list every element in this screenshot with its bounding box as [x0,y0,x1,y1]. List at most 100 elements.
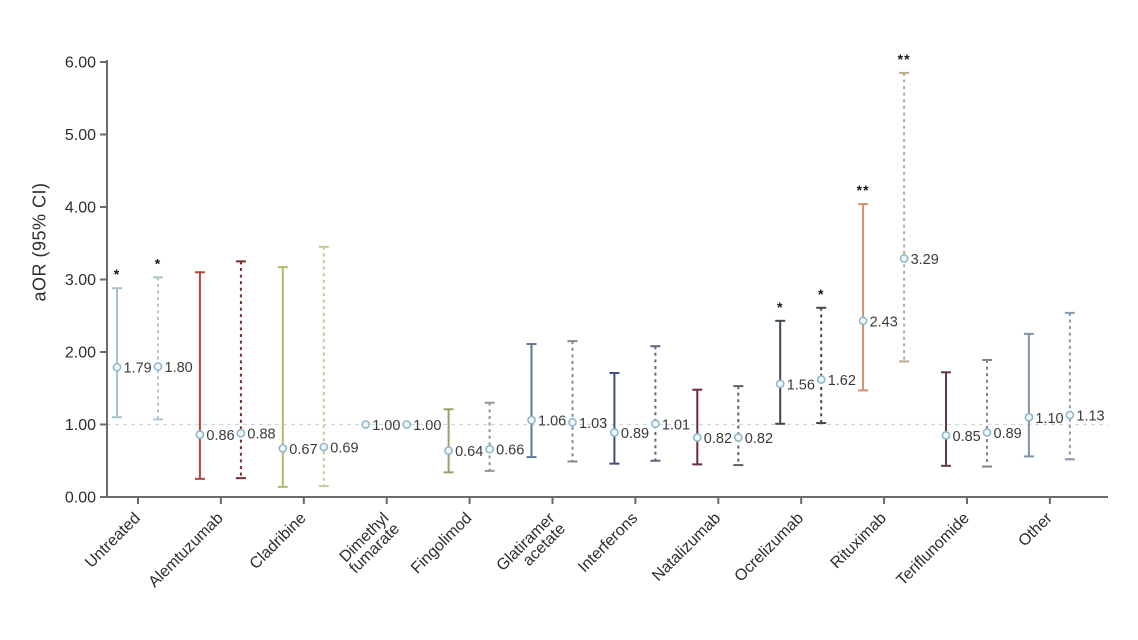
value-label: 0.67 [289,442,317,458]
errorbar-other-dashed: 1.13 [1064,311,1105,461]
point-marker [982,428,992,437]
point-marker [112,362,122,372]
value-label: 0.89 [994,426,1022,442]
value-label: 1.13 [1076,409,1104,425]
y-tick-label: 5.00 [65,127,96,144]
errorbar-teriflunomide-solid: 0.85 [941,371,981,467]
category-label-fingolimod: Fingolimod [408,510,475,577]
point-marker [899,254,909,263]
errorbar-alemtuzumab-solid: 0.86 [194,271,235,480]
value-label: 0.89 [621,426,649,442]
value-label: 1.80 [165,360,193,376]
point-marker [1024,412,1034,422]
point-marker [651,419,660,429]
errorbar-untreated-dashed: 1.80 * [153,255,193,421]
value-label: 0.64 [455,444,483,460]
value-label: 0.82 [704,431,732,447]
value-label: 1.00 [372,418,400,434]
value-label: 2.43 [870,314,898,330]
value-label: 0.66 [496,443,524,459]
point-marker [858,316,868,326]
significance-marker: * [777,299,783,315]
point-marker [527,415,536,425]
point-marker [568,417,577,427]
errorbar-interferons-dashed: 1.01 [650,345,690,462]
point-marker [236,428,246,438]
errorbar-rituximab-solid: 2.43 ** [857,182,898,392]
value-label: 0.85 [953,429,981,445]
errorbar-dimethyl-fumarate-solid: 1.00 [361,418,400,434]
point-marker [485,444,494,454]
category-label-natalizumab: Natalizumab [649,510,724,585]
y-tick-label: 2.00 [65,345,96,362]
point-marker [195,430,205,440]
value-label: 0.86 [206,428,234,444]
point-marker [692,433,702,442]
value-label: 1.06 [538,414,566,430]
significance-marker: * [155,255,161,271]
y-tick-label: 4.00 [65,200,96,217]
category-label-glatiramer-acetate: Glatirameracetate [493,509,569,585]
category-label-interferons: Interferons [575,510,641,576]
significance-marker: * [114,266,120,282]
category-label-rituximab: Rituximab [828,510,890,572]
errorbar-natalizumab-solid: 0.82 [692,388,732,466]
errorbar-fingolimod-dashed: 0.66 [484,401,524,472]
value-label: 1.62 [828,373,856,389]
significance-marker: ** [857,182,870,198]
errorbar-cladribine-dashed: 0.69 [318,245,359,488]
point-marker [402,420,412,429]
point-marker [1065,410,1075,420]
errorbar-dimethyl-fumarate-dashed: 1.00 [402,418,441,434]
value-label: 0.69 [330,440,358,456]
point-marker [941,430,951,440]
value-label: 1.56 [787,377,815,393]
value-label: 1.03 [579,416,607,432]
category-label-teriflunomide: Teriflunomide [894,510,973,589]
errorbar-other-solid: 1.10 [1023,332,1064,458]
category-label-other: Other [1015,509,1056,550]
errorbar-ocrelizumab-dashed: 1.62 * [816,286,856,425]
value-label: 1.01 [662,417,690,433]
category-label-cladribine: Cladribine [247,510,310,573]
category-label-ocrelizumab: Ocrelizumab [732,510,808,586]
point-marker [733,433,743,442]
value-label: 1.10 [1035,411,1063,427]
value-label: 0.88 [247,427,275,443]
point-marker [153,362,163,371]
errorbar-fingolimod-solid: 0.64 [443,408,483,474]
value-label: 0.82 [745,431,773,447]
value-label: 1.00 [413,418,441,434]
category-label-untreated: Untreated [82,510,144,572]
significance-marker: * [818,286,824,302]
point-marker [610,428,619,437]
point-marker [444,446,453,455]
y-tick-label: 1.00 [65,417,96,434]
point-marker [775,379,785,389]
point-marker [361,420,371,429]
point-marker [816,375,826,384]
category-label-dimethyl-fumarate: Dimethylfumarate [336,510,403,577]
y-axis-label: aOR (95% CI) [29,182,50,302]
point-marker [278,444,288,453]
errorbar-alemtuzumab-dashed: 0.88 [235,260,276,480]
category-label-alemtuzumab: Alemtuzumab [146,510,227,591]
errorbar-cladribine-solid: 0.67 [277,266,318,488]
y-tick-label: 6.00 [65,55,96,72]
errorbar-glatiramer-acetate-dashed: 1.03 [567,340,607,463]
value-label: 1.79 [124,361,152,377]
errorbar-glatiramer-acetate-solid: 1.06 [526,343,566,459]
errorbar-ocrelizumab-solid: 1.56 * [775,299,815,425]
errorbar-natalizumab-dashed: 0.82 [733,385,773,467]
value-label: 3.29 [911,252,939,268]
errorbar-interferons-solid: 0.89 [609,372,649,465]
y-tick-label: 3.00 [65,272,96,289]
significance-marker: ** [898,51,911,67]
y-tick-label: 0.00 [65,490,96,507]
errorbar-teriflunomide-dashed: 0.89 [982,358,1022,468]
point-marker [319,442,329,452]
errorbar-untreated-solid: 1.79 * [112,266,152,419]
errorbar-rituximab-dashed: 3.29 ** [898,51,939,363]
